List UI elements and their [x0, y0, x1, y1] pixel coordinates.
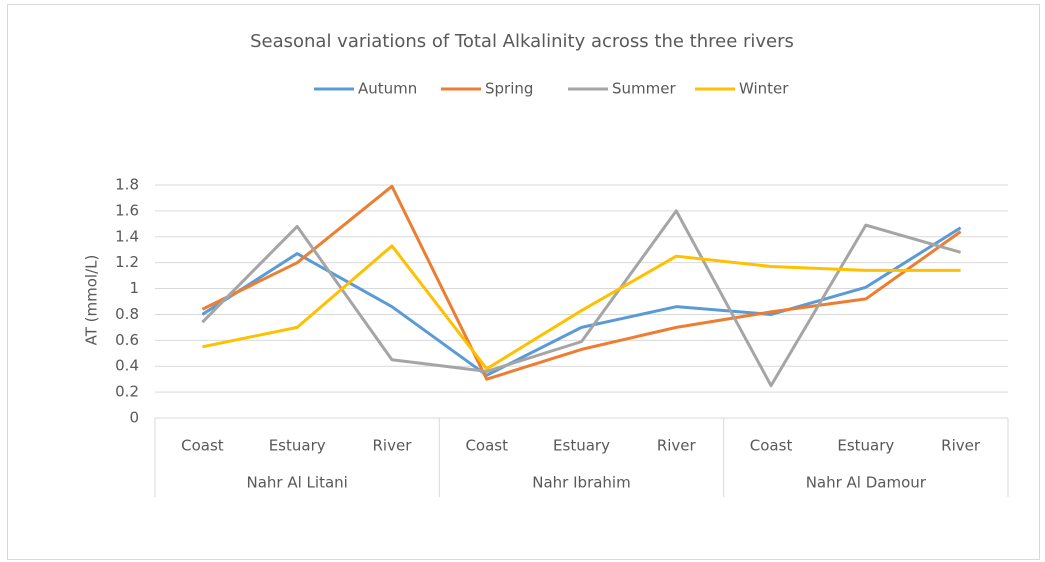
legend-label: Spring — [485, 80, 533, 98]
x-tick-label: Estuary — [269, 437, 326, 455]
x-tick-label: Coast — [465, 437, 508, 455]
y-tick-label: 0 — [129, 409, 139, 427]
series-line — [201, 209, 962, 388]
y-axis-label: AT (mmol/L) — [83, 255, 101, 346]
y-tick-label: 0.6 — [115, 331, 139, 349]
series-line — [202, 244, 961, 371]
group-label: Nahr Al Damour — [806, 474, 927, 492]
legend-label: Summer — [612, 80, 676, 98]
y-tick-label: 0.4 — [115, 357, 139, 375]
x-tick-label: River — [373, 437, 413, 455]
chart-title: Seasonal variations of Total Alkalinity … — [250, 31, 794, 52]
legend-label: Winter — [739, 80, 789, 98]
x-tick-label: River — [657, 437, 697, 455]
series-line — [201, 184, 962, 381]
y-tick-label: 0.8 — [115, 305, 139, 323]
y-tick-label: 1.2 — [115, 253, 139, 271]
legend-label: Autumn — [358, 80, 417, 98]
y-tick-label: 0.2 — [115, 383, 139, 401]
y-tick-label: 1 — [129, 279, 139, 297]
y-tick-label: 1.8 — [115, 176, 139, 194]
chart-frame — [7, 4, 1040, 560]
y-tick-label: 1.4 — [115, 227, 139, 245]
x-tick-label: Estuary — [553, 437, 610, 455]
y-tick-label: 1.6 — [115, 201, 139, 219]
x-tick-label: River — [941, 437, 981, 455]
group-label: Nahr Ibrahim — [532, 474, 630, 492]
x-tick-label: Coast — [750, 437, 793, 455]
x-tick-label: Estuary — [837, 437, 894, 455]
group-label: Nahr Al Litani — [247, 474, 348, 492]
x-tick-label: Coast — [181, 437, 224, 455]
